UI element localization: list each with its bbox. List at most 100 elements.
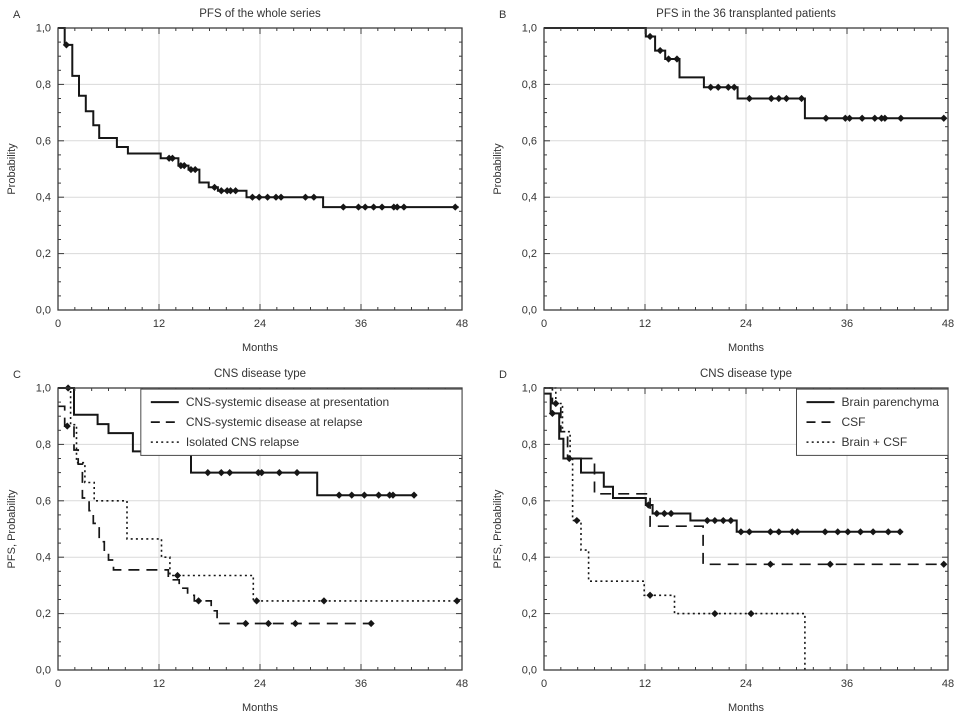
censor-diamond — [844, 528, 852, 536]
censor-diamond — [187, 165, 195, 174]
censor-diamond — [253, 597, 261, 605]
censor-diamond — [191, 165, 199, 174]
censor-diamond — [400, 203, 408, 211]
censor-diamond — [667, 509, 675, 518]
censor-diamond — [940, 114, 948, 122]
censor-diamond — [453, 597, 461, 605]
y-tick-label: 0,8 — [36, 79, 51, 91]
panel-a-chart: 0 12 24 36 48 0,0 0,2 0,4 0,6 0,8 1,0 PFS of the wh… — [6, 8, 468, 354]
censor-diamond — [63, 422, 71, 430]
gridlines — [544, 388, 948, 670]
censor-diamond — [367, 619, 375, 628]
censor-diamond — [348, 491, 356, 499]
censor-diamond — [856, 528, 865, 536]
km-curve-dashed — [58, 405, 373, 625]
censor-diamond — [173, 571, 182, 580]
y-tick-label: 0,0 — [522, 305, 537, 317]
y-tick-label: 0,4 — [36, 552, 51, 564]
censor-diamond — [548, 409, 557, 417]
censor-diamond — [711, 516, 719, 525]
legend: CNS-systemic disease at presentation CNS-… — [140, 388, 463, 456]
censor-diamond — [375, 491, 383, 499]
panel-a: 0 12 24 36 48 0,0 0,2 0,4 0,6 0,8 1,0 PFS of the wh… — [0, 0, 486, 360]
censor-diamond — [745, 94, 753, 103]
censor-diamond — [194, 597, 203, 605]
legend-label: CNS-systemic disease at presentation — [186, 395, 389, 409]
censor-diamond — [646, 32, 654, 41]
x-tick-label: 12 — [153, 678, 165, 690]
x-tick-label: 36 — [841, 678, 853, 690]
x-tick-label: 48 — [942, 678, 954, 690]
panel-letter: C — [13, 369, 21, 381]
censor-diamond — [841, 114, 849, 122]
x-tick-label: 12 — [153, 318, 165, 330]
y-tick-label: 0,2 — [36, 608, 51, 620]
x-tick-label: 24 — [740, 678, 752, 690]
censor-markers-dashed — [552, 399, 948, 568]
censor-diamond — [871, 114, 879, 122]
x-tick-label: 24 — [254, 318, 266, 330]
x-tick-label: 12 — [639, 678, 651, 690]
censor-diamond — [231, 187, 240, 195]
panel-title: PFS of the whole series — [199, 8, 321, 20]
y-tick-label: 0,0 — [36, 665, 51, 677]
censor-markers-dotted — [173, 571, 461, 605]
x-axis-label: Months — [728, 702, 765, 714]
panel-title: PFS in the 36 transplanted patients — [656, 8, 836, 20]
censor-diamond — [378, 203, 386, 211]
censor-diamond — [703, 516, 711, 525]
censor-diamond — [775, 94, 783, 103]
censor-diamond — [745, 528, 753, 536]
x-tick-label: 36 — [355, 318, 367, 330]
censor-diamond — [660, 509, 668, 518]
y-tick-label: 0,4 — [36, 192, 51, 204]
legend-label: Brain parenchyma — [842, 395, 940, 409]
censor-diamond — [766, 560, 775, 568]
x-tick-label: 48 — [942, 318, 954, 330]
censor-diamond — [180, 162, 188, 170]
y-tick-label: 1,0 — [522, 23, 537, 35]
legend-box — [140, 388, 463, 456]
censor-diamond — [653, 509, 661, 518]
censor-diamond — [263, 193, 272, 201]
censor-diamond — [896, 528, 904, 536]
km-curve-solid — [544, 27, 947, 120]
censor-diamond — [834, 528, 842, 536]
x-axis-label: Months — [242, 702, 279, 714]
panel-b: 0 12 24 36 48 0,0 0,2 0,4 0,6 0,8 1,0 PFS in the 36… — [486, 0, 972, 360]
censor-diamond — [573, 516, 581, 525]
censor-diamond — [822, 114, 830, 122]
censor-diamond — [881, 114, 889, 122]
panel-d: 0 12 24 36 48 0,0 0,2 0,4 0,6 0,8 1,0 CNS disease t… — [486, 360, 972, 720]
censor-diamond — [869, 528, 877, 536]
panel-title: CNS disease type — [700, 368, 792, 380]
censor-diamond — [264, 619, 273, 628]
censor-diamond — [217, 469, 225, 477]
legend-label: CSF — [842, 415, 866, 429]
censor-diamond — [217, 187, 225, 195]
censor-diamond — [793, 528, 801, 536]
censor-diamond — [719, 516, 727, 525]
y-tick-label: 1,0 — [36, 383, 51, 395]
panel-d-chart: 0 12 24 36 48 0,0 0,2 0,4 0,6 0,8 1,0 CNS disease t… — [492, 368, 954, 714]
x-tick-label: 24 — [254, 678, 266, 690]
gridlines — [58, 28, 462, 310]
legend-label: Isolated CNS relapse — [186, 435, 300, 449]
censor-diamond — [360, 491, 368, 499]
censor-diamond — [782, 94, 790, 103]
y-tick-label: 0,8 — [522, 439, 537, 451]
censor-diamond — [255, 193, 263, 201]
y-tick-label: 0,2 — [36, 248, 51, 260]
y-tick-label: 0,8 — [36, 439, 51, 451]
panel-letter: D — [499, 369, 507, 381]
y-tick-label: 0,2 — [522, 248, 537, 260]
x-tick-label: 24 — [740, 318, 752, 330]
y-tick-label: 0,6 — [522, 135, 537, 147]
censor-diamond — [248, 193, 257, 201]
x-axis-label: Months — [242, 342, 279, 354]
censor-markers-solid — [62, 41, 459, 211]
panel-letter: A — [13, 9, 21, 21]
censor-diamond — [707, 83, 715, 91]
censor-diamond — [940, 560, 948, 568]
